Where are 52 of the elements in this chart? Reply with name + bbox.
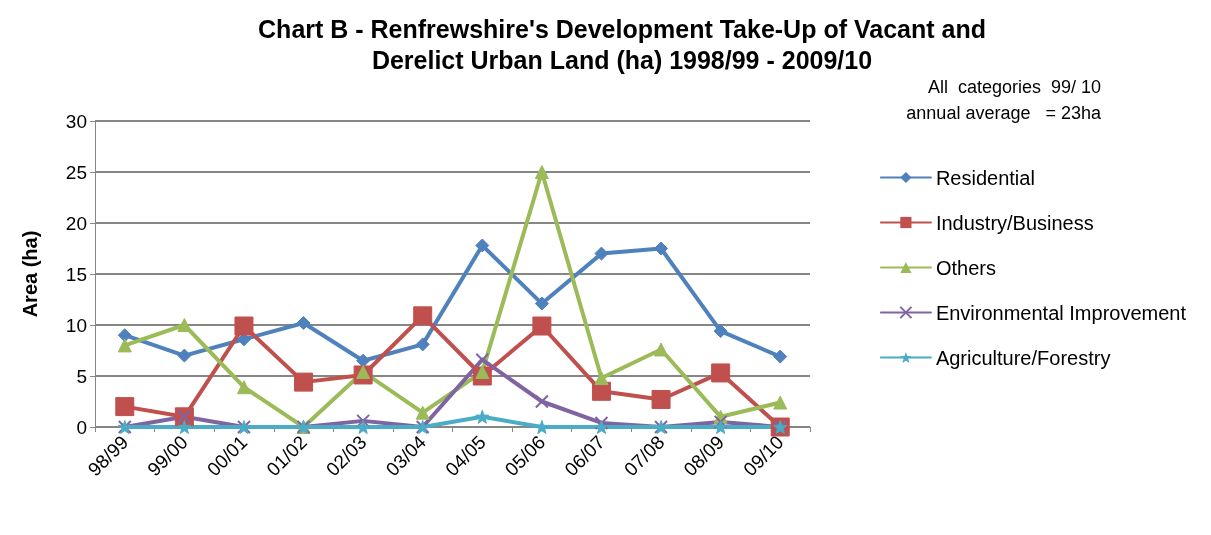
legend-label: Environmental Improvement <box>935 301 1187 324</box>
point <box>117 338 132 353</box>
legend-label: Agriculture/Forestry <box>935 346 1111 369</box>
y-tick-label: 25 <box>65 161 87 183</box>
y-tick-label: 30 <box>65 110 87 132</box>
point <box>294 372 314 392</box>
text: All categories 99/ 10 <box>927 77 1102 97</box>
point <box>594 420 609 434</box>
point <box>594 415 609 430</box>
point <box>177 318 192 332</box>
point <box>654 241 669 256</box>
point <box>654 342 669 357</box>
y-tick-label: 10 <box>65 314 87 336</box>
y-axis-title: Area (ha) <box>19 230 41 318</box>
text: annual average = 23ha <box>906 103 1102 123</box>
point <box>534 296 549 311</box>
point <box>711 363 731 383</box>
point <box>594 246 609 261</box>
point <box>475 238 490 253</box>
point <box>413 306 433 326</box>
point <box>534 394 549 409</box>
point <box>773 349 788 364</box>
point <box>115 397 135 417</box>
point <box>356 413 371 428</box>
point <box>475 409 490 424</box>
y-tick-label: 20 <box>65 212 87 234</box>
point <box>117 328 132 343</box>
legend-label: Residential <box>935 166 1035 189</box>
point <box>415 337 430 352</box>
point <box>177 348 192 363</box>
point <box>773 395 788 410</box>
point <box>236 380 251 395</box>
point <box>651 389 671 409</box>
legend-label: Others <box>935 256 996 279</box>
point <box>356 353 371 368</box>
point <box>713 324 728 339</box>
point <box>713 420 728 434</box>
y-tick-label: 5 <box>76 365 87 387</box>
legend-label: Industry/Business <box>935 211 1094 234</box>
point <box>415 405 430 420</box>
point <box>234 316 254 336</box>
point <box>532 316 552 336</box>
chart-title: Chart B - Renfrewshire's Development Take-Up of Vacant and Derelict Urban Land (ha) 1998/99 - 2009/10 <box>258 14 986 74</box>
point <box>475 352 490 367</box>
point <box>713 414 728 429</box>
point <box>534 165 549 179</box>
point <box>356 420 371 434</box>
point <box>177 420 192 434</box>
point <box>296 315 311 330</box>
y-tick-label: 15 <box>65 263 87 285</box>
y-tick-label: 0 <box>76 416 87 438</box>
point <box>594 371 609 386</box>
